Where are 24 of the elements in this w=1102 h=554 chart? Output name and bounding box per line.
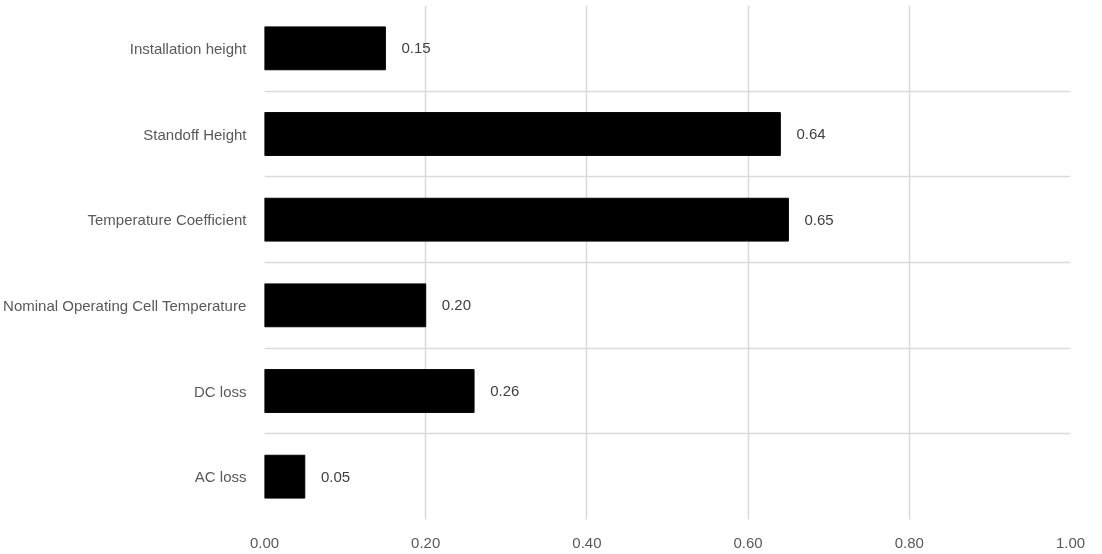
y-tick-label: Standoff Height — [143, 125, 248, 143]
y-tick-label: DC loss — [193, 382, 247, 400]
data-label: 0.64 — [796, 125, 826, 142]
bar — [264, 369, 475, 413]
y-tick-label: Nominal Operating Cell Temperature — [3, 296, 247, 314]
bar — [264, 112, 781, 156]
bar — [264, 26, 386, 71]
data-label: 0.20 — [441, 296, 472, 314]
x-tick-label: 0.60 — [733, 533, 763, 551]
bar — [264, 454, 306, 499]
data-label: 0.05 — [320, 467, 351, 485]
data-label: 0.65 — [804, 210, 834, 228]
x-tick-label: 0.20 — [411, 533, 441, 551]
x-tick-label: 0.00 — [249, 533, 280, 551]
data-label: 0.26 — [490, 382, 520, 399]
x-tick-label: 0.80 — [894, 533, 924, 551]
bar — [264, 283, 427, 328]
x-tick-label: 0.40 — [572, 533, 602, 551]
data-label: 0.15 — [401, 39, 431, 57]
y-tick-label: Temperature Coefficient — [87, 211, 248, 229]
bar — [264, 197, 789, 242]
x-tick-label: 1.00 — [1055, 533, 1086, 551]
y-tick-label: AC loss — [194, 468, 247, 486]
y-tick-label: Installation height — [129, 39, 248, 57]
